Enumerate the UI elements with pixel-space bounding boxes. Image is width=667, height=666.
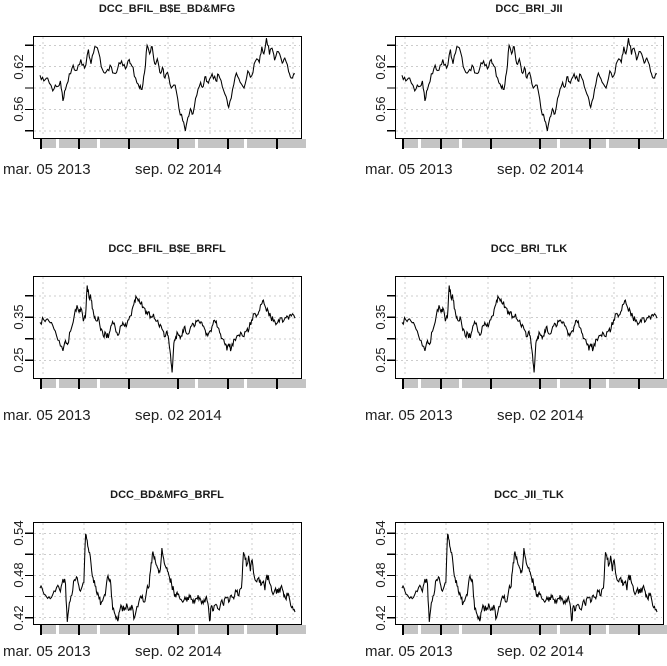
x-axis-label-start: mar. 05 2013 <box>3 643 91 660</box>
x-axis-label-start: mar. 05 2013 <box>365 407 453 424</box>
plot-title: DCC_BD&MFG_BRFL <box>110 489 224 501</box>
y-tick-label: 0.48 <box>373 562 388 589</box>
plot-title: DCC_BFIL_B$E_BD&MFG <box>98 3 236 15</box>
subplot-dcc-bd-mfg-brfl: DCC_BD&MFG_BRFL 0.54 0.48 0.42 mar. 05 2… <box>0 486 333 666</box>
x-axis-label-mid: sep. 02 2014 <box>135 407 222 424</box>
plot-title: DCC_BRI_TLK <box>490 243 568 255</box>
y-tick-label: 0.25 <box>373 347 388 373</box>
y-tick-label: 0.35 <box>11 304 26 330</box>
y-tick-label: 0.56 <box>373 96 388 123</box>
plot-title: DCC_JII_TLK <box>494 489 564 501</box>
x-axis-label-mid: sep. 02 2014 <box>497 407 584 424</box>
plot-title: DCC_BRI_JII <box>495 3 563 15</box>
y-tick-label: 0.42 <box>11 605 26 631</box>
plot-area <box>387 275 667 389</box>
plot-area <box>387 521 667 635</box>
x-axis-label-mid: sep. 02 2014 <box>135 161 222 178</box>
y-tick-label: 0.62 <box>373 54 388 80</box>
y-tick-label: 0.48 <box>11 562 26 589</box>
subplot-dcc-jii-tlk: DCC_JII_TLK 0.54 0.48 0.42 mar. 05 2013 … <box>362 486 667 666</box>
plot-area <box>387 35 667 149</box>
y-tick-label: 0.35 <box>373 304 388 330</box>
x-axis-label-start: mar. 05 2013 <box>3 407 91 424</box>
plot-title: DCC_BFIL_B$E_BRFL <box>108 243 226 255</box>
y-tick-label: 0.54 <box>11 520 26 546</box>
plot-area <box>25 275 306 389</box>
x-axis-label-start: mar. 05 2013 <box>365 643 453 660</box>
x-axis-label-mid: sep. 02 2014 <box>497 161 584 178</box>
plot-area <box>25 521 306 635</box>
subplot-dcc-bri-jii: DCC_BRI_JII 0.62 0.56 mar. 05 2013 sep. … <box>362 0 667 200</box>
subplot-dcc-bfil-bse-bd-mfg: DCC_BFIL_B$E_BD&MFG 0.62 0.56 mar. 05 20… <box>0 0 333 200</box>
subplot-dcc-bri-tlk: DCC_BRI_TLK 0.35 0.25 mar. 05 2013 sep. … <box>362 240 667 440</box>
x-axis-label-mid: sep. 02 2014 <box>497 643 584 660</box>
y-tick-label: 0.56 <box>11 96 26 123</box>
subplot-dcc-bfil-bse-brfl: DCC_BFIL_B$E_BRFL 0.35 0.25 mar. 05 2013… <box>0 240 333 440</box>
y-tick-label: 0.62 <box>11 54 26 80</box>
plot-area <box>25 35 306 149</box>
x-axis-label-mid: sep. 02 2014 <box>135 643 222 660</box>
x-axis-label-start: mar. 05 2013 <box>3 161 91 178</box>
y-tick-label: 0.25 <box>11 347 26 373</box>
y-tick-label: 0.54 <box>373 520 388 546</box>
y-tick-label: 0.42 <box>373 605 388 631</box>
x-axis-label-start: mar. 05 2013 <box>365 161 453 178</box>
